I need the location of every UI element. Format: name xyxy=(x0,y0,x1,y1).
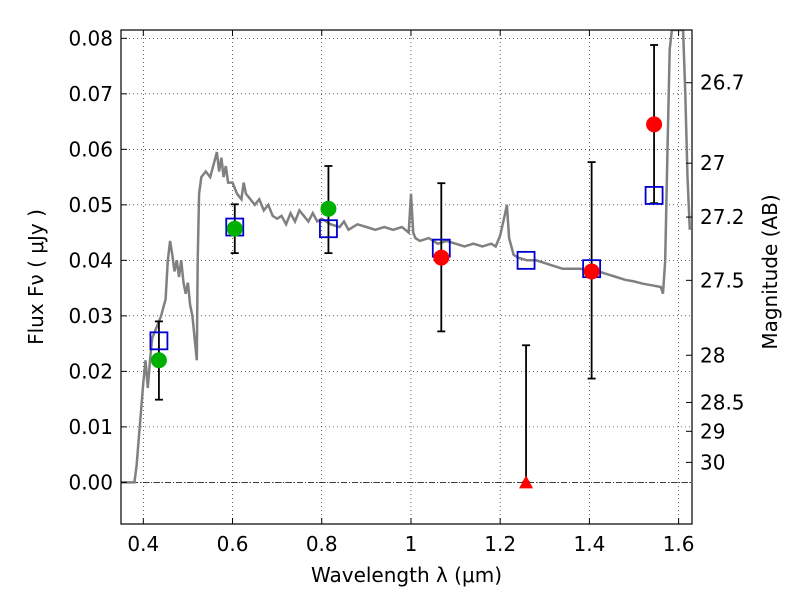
y2-axis-title: Magnitude (AB) xyxy=(758,194,782,349)
observed-flux-marker xyxy=(320,200,337,217)
y-tick-label: 0.08 xyxy=(68,26,113,50)
y-tick-label: 0.02 xyxy=(68,359,113,383)
y2-tick-label: 26.7 xyxy=(700,71,745,95)
x-tick-label: 0.6 xyxy=(217,532,249,556)
data-markers xyxy=(149,116,664,489)
observed-flux-marker xyxy=(150,352,167,369)
y-tick-label: 0.07 xyxy=(68,82,113,106)
y-tick-label: 0.05 xyxy=(68,193,113,217)
axis-ticks: 0.4 0.6 0.8 1 1.2 1.4 1.6 0.00 0.01 0.02 0.03 0.04 0… xyxy=(68,26,744,556)
x-tick-label: 0.8 xyxy=(306,532,338,556)
observed-flux-marker xyxy=(226,220,243,237)
y-tick-label: 0.03 xyxy=(68,304,113,328)
model-flux-marker xyxy=(149,331,169,351)
x-tick-label: 1 xyxy=(405,532,418,556)
x-tick-label: 0.4 xyxy=(127,532,159,556)
x-tick-label: 1.4 xyxy=(573,532,605,556)
plot-frame xyxy=(120,29,693,525)
model-flux-marker xyxy=(319,219,338,239)
x-axis-title: Wavelength λ (μm) xyxy=(311,563,502,587)
y2-tick-label: 27.2 xyxy=(700,205,745,229)
y-tick-label: 0.04 xyxy=(68,248,113,272)
model-sed-curve xyxy=(121,30,692,484)
observed-flux-marker xyxy=(646,116,663,133)
y2-tick-label: 27.5 xyxy=(700,268,745,292)
y-axis-title: Flux Fν ( μJy ) xyxy=(24,209,48,345)
x-tick-label: 1.2 xyxy=(484,532,516,556)
y-tick-label: 0.01 xyxy=(68,415,113,439)
x-tick-label: 1.6 xyxy=(663,532,695,556)
y2-tick-label: 28.5 xyxy=(700,390,745,414)
observed-flux-marker xyxy=(433,249,450,266)
y2-tick-label: 30 xyxy=(700,450,725,474)
upper-limit-marker xyxy=(519,475,534,489)
y-tick-label: 0.06 xyxy=(68,137,113,161)
y-tick-label: 0.00 xyxy=(68,470,113,494)
y2-tick-label: 29 xyxy=(700,419,725,443)
y2-tick-label: 27 xyxy=(700,151,725,175)
model-flux-marker xyxy=(516,250,536,270)
grid xyxy=(121,30,692,524)
y2-tick-label: 28 xyxy=(700,343,725,367)
model-flux-marker xyxy=(644,186,664,205)
observed-flux-marker xyxy=(583,263,600,280)
